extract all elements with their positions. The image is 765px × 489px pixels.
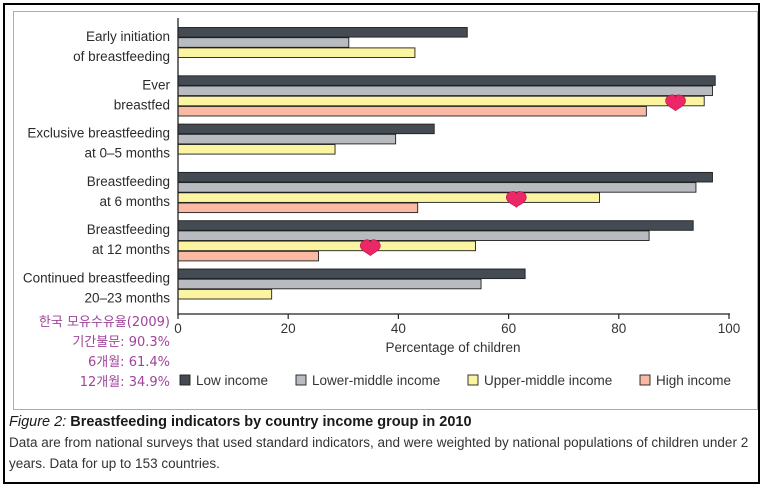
bar-lower-middle-income-3 <box>177 182 697 193</box>
category-label: Ever breastfed <box>114 77 171 112</box>
caption-title-line: Figure 2: Breastfeeding indicators by co… <box>9 412 749 432</box>
bar-lower-middle-income-4 <box>177 230 650 241</box>
heart-marker <box>506 191 527 208</box>
x-tick-label: 0 <box>174 321 182 336</box>
legend-label: Lower-middle income <box>312 373 440 388</box>
category-label: Exclusive breastfeeding at 0–5 months <box>27 126 170 161</box>
caption-body: Data are from national surveys that used… <box>9 435 749 471</box>
category-label: Continued breastfeeding 20–23 months <box>23 271 170 306</box>
figure-caption: Figure 2: Breastfeeding indicators by co… <box>9 412 749 474</box>
bar-low-income-4 <box>177 220 694 231</box>
korea-annotation: 기간불문: 90.3% <box>72 335 170 350</box>
heart-marker <box>359 239 381 257</box>
bar-upper-middle-income-0 <box>177 47 416 58</box>
legend-swatch <box>179 374 191 386</box>
x-tick-label: 20 <box>281 321 296 336</box>
bar-upper-middle-income-3 <box>177 192 600 203</box>
bar-low-income-0 <box>177 27 468 38</box>
heart-marker <box>665 94 686 112</box>
bar-high-income-4 <box>177 250 319 262</box>
korea-annotation: 6개월: 61.4% <box>88 355 170 370</box>
bar-upper-middle-income-4 <box>177 240 476 252</box>
bar-low-income-5 <box>177 268 526 280</box>
bar-high-income-3 <box>177 202 419 214</box>
category-label: Early initiation of breastfeeding <box>73 29 170 64</box>
bar-low-income-1 <box>177 75 716 86</box>
legend-swatch <box>295 374 307 386</box>
bar-lower-middle-income-0 <box>177 37 350 48</box>
category-label: Breastfeeding at 6 months <box>87 174 171 209</box>
legend-swatch <box>467 374 479 386</box>
legend-label: High income <box>656 373 731 388</box>
bar-high-income-1 <box>177 105 647 117</box>
caption-title: Breastfeeding indicators by country inco… <box>70 414 472 430</box>
category-label: Breastfeeding at 12 months <box>87 222 171 257</box>
bar-low-income-3 <box>177 171 713 183</box>
legend-swatch <box>639 374 651 386</box>
bar-lower-middle-income-2 <box>177 133 397 145</box>
bar-lower-middle-income-5 <box>177 278 482 290</box>
chart-panel <box>13 11 758 410</box>
legend-label: Low income <box>196 373 268 388</box>
x-axis-title: Percentage of children <box>385 340 520 355</box>
korea-annotation: 한국 모유수유율(2009) <box>39 315 170 330</box>
figure-label: Figure 2: <box>9 414 67 430</box>
korea-annotation: 12개월: 34.9% <box>80 375 170 390</box>
x-tick-label: 40 <box>391 321 406 336</box>
bar-upper-middle-income-5 <box>177 288 273 300</box>
x-tick-label: 100 <box>718 321 741 336</box>
bar-upper-middle-income-2 <box>177 144 336 155</box>
x-tick-label: 60 <box>501 321 516 336</box>
legend-label: Upper-middle income <box>484 373 612 388</box>
bar-upper-middle-income-1 <box>177 95 705 107</box>
bar-low-income-2 <box>177 123 435 135</box>
bar-lower-middle-income-1 <box>177 85 713 97</box>
x-tick-label: 80 <box>611 321 626 336</box>
